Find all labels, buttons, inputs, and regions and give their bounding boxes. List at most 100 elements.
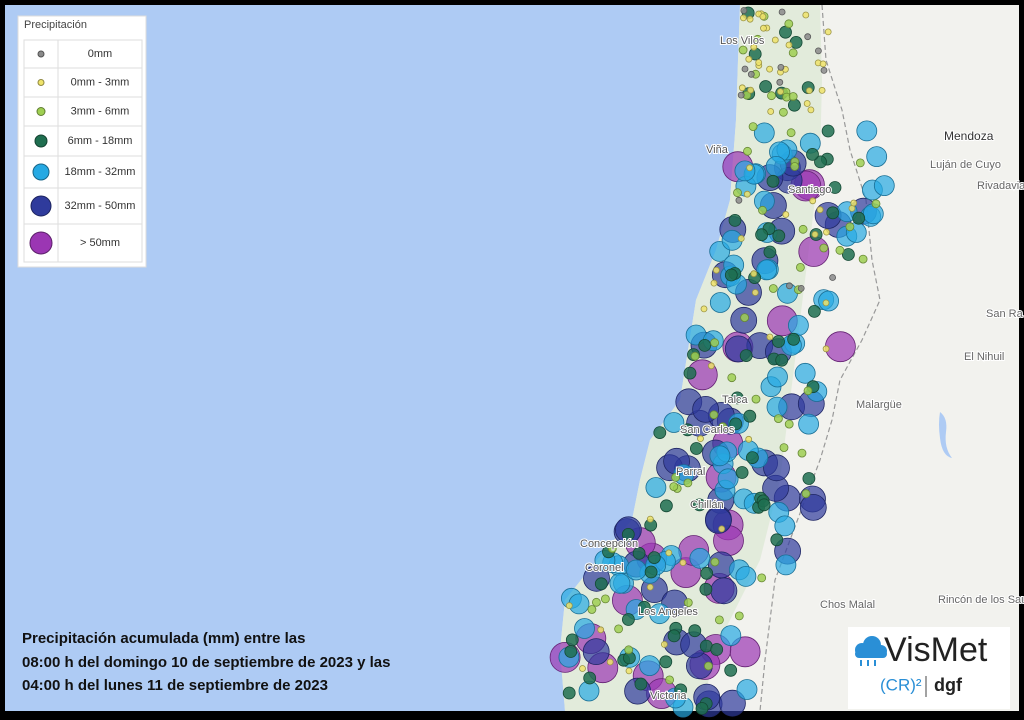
station-marker [782,211,790,218]
station-marker [713,266,720,274]
station-marker [667,629,681,643]
station-marker [740,14,747,22]
station-marker [738,84,746,92]
legend-label: 6mm - 18mm [68,135,133,147]
station-marker [756,259,778,281]
station-marker [601,594,610,604]
station-marker [822,345,830,353]
station-marker [798,413,819,435]
station-marker [816,206,824,214]
station-marker [776,78,784,86]
station-marker [799,493,827,521]
station-marker [777,64,785,71]
station-marker [803,100,811,107]
station-marker [700,566,714,580]
station-marker [750,43,758,51]
station-marker [717,468,739,490]
station-marker [755,228,768,242]
station-marker [587,605,597,614]
place-label: San Carlos [680,424,735,436]
station-marker [645,477,667,498]
station-marker [855,158,865,168]
station-marker [786,128,796,138]
place-label: Mendoza [944,129,994,143]
station-marker [607,544,617,553]
station-marker [690,442,703,455]
station-marker [748,122,758,131]
station-marker [653,426,667,440]
station-layer [549,6,895,718]
station-marker [697,435,704,443]
station-marker [766,65,773,73]
place-label: Rincón de los Sauces [938,594,1024,606]
place-label: Talca [722,394,749,406]
legend-label: 32mm - 50mm [65,200,136,212]
station-marker [659,655,673,669]
station-marker [784,419,794,429]
station-marker [858,254,868,264]
station-marker [729,417,743,431]
place-label: Los Angeles [638,606,698,618]
station-marker [751,289,759,296]
station-marker [735,196,743,204]
station-marker [807,106,815,114]
station-marker [790,162,800,171]
station-marker [681,423,694,437]
station-marker [565,602,573,609]
station-marker [826,206,840,220]
legend-swatch [34,134,48,148]
station-marker [819,243,829,253]
station-marker [856,120,878,142]
station-marker [724,268,738,282]
station-marker [735,566,757,587]
station-marker [750,270,758,278]
station-marker [751,394,761,404]
station-marker [818,87,826,94]
station-marker [709,445,731,467]
station-marker [798,224,808,234]
station-marker [574,618,595,639]
station-marker [665,549,673,557]
station-marker [871,199,881,209]
place-label: Concepción [580,538,638,550]
station-marker [802,11,810,19]
legend-swatch [37,79,45,86]
station-marker [730,391,744,405]
station-marker [866,146,888,168]
station-marker [683,598,693,607]
station-marker [582,638,610,665]
station-marker [763,454,790,482]
station-marker [809,197,817,205]
station-marker [740,7,748,14]
station-marker [719,689,746,717]
station-marker [614,624,623,634]
station-marker [688,624,702,638]
station-marker [710,557,720,567]
caption-line: 04:00 h del lunes 11 de septiembre de 20… [22,677,328,694]
station-marker [646,515,654,523]
place-label: Parral [676,466,705,478]
station-marker [743,409,757,423]
station-marker [707,362,715,370]
legend-label: > 50mm [80,237,120,249]
legend: Precipitación 0mm 0mm - 3mm 3mm - 6mm 6mm -… [17,15,147,268]
station-marker [639,655,660,676]
station-marker [693,498,706,512]
station-marker [736,679,758,700]
station-marker [583,671,597,685]
place-label: Malargüe [856,399,902,411]
station-marker [767,91,776,101]
station-marker [757,498,771,512]
station-marker [796,262,805,272]
place-label: Luján de Cuyo [930,159,1001,171]
legend-swatch [29,231,53,255]
station-marker [740,313,749,323]
station-marker [746,164,753,172]
station-marker [665,675,674,685]
station-marker [753,34,763,44]
station-marker [803,386,813,396]
station-marker [728,213,742,227]
station-marker [747,86,754,94]
station-marker [772,229,786,243]
